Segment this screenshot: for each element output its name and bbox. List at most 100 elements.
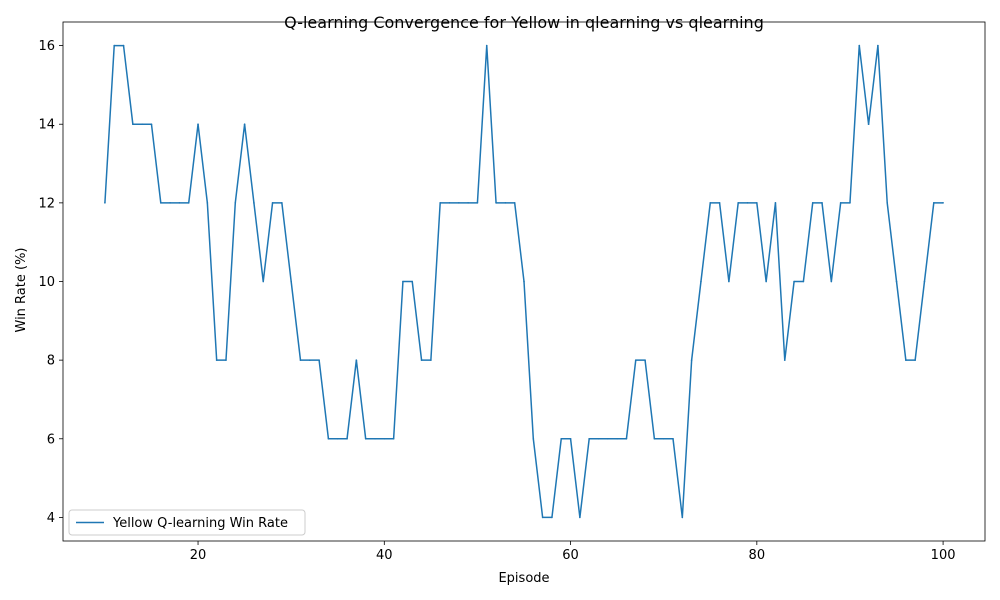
data-point: [430, 359, 432, 361]
legend-label: Yellow Q-learning Win Rate: [112, 516, 288, 531]
data-point: [942, 202, 944, 204]
data-point: [783, 359, 786, 361]
data-point: [458, 202, 460, 204]
data-point: [830, 280, 833, 283]
data-point: [839, 202, 842, 204]
data-point: [588, 437, 590, 440]
data-point: [159, 202, 162, 204]
data-point: [569, 437, 572, 440]
axes-frame: [62, 21, 986, 542]
data-point: [281, 202, 283, 204]
data-point: [467, 202, 469, 204]
data-point: [644, 359, 646, 361]
data-point: [150, 123, 153, 126]
data-point: [672, 437, 674, 440]
data-point: [234, 202, 237, 204]
data-point: [932, 202, 935, 204]
data-point: [886, 202, 889, 204]
data-point: [923, 280, 926, 283]
data-point: [607, 437, 609, 440]
data-point: [290, 280, 292, 283]
data-point: [914, 359, 916, 361]
data-point: [867, 123, 870, 126]
data-point: [579, 516, 581, 519]
data-point: [420, 359, 423, 361]
data-point: [476, 202, 479, 204]
data-point: [253, 202, 255, 204]
data-point: [681, 516, 684, 519]
data-point: [858, 44, 861, 47]
data-point: [411, 280, 414, 283]
x-tick-label: 40: [376, 548, 393, 563]
data-point: [448, 202, 451, 204]
data-point: [206, 202, 209, 204]
data-point: [895, 280, 898, 283]
data-point: [262, 280, 265, 283]
data-point: [187, 202, 190, 204]
data-point: [700, 280, 702, 283]
data-point: [402, 280, 404, 283]
y-tick-label: 14: [38, 118, 55, 133]
data-point: [821, 202, 823, 204]
legend-box: [68, 509, 306, 536]
data-point: [104, 202, 106, 204]
data-point: [197, 123, 199, 126]
data-point: [336, 437, 339, 440]
data-point: [746, 202, 749, 204]
data-point: [504, 202, 507, 204]
x-tick-label: 100: [931, 548, 956, 563]
plot-area: 20 40 60 80 100 4 6 8 10 12 14 16: [38, 21, 986, 563]
y-tick-label: 6: [47, 432, 55, 447]
data-point: [309, 359, 311, 361]
data-point: [132, 123, 134, 126]
data-point: [905, 359, 907, 361]
data-point: [625, 437, 628, 440]
data-point: [728, 280, 730, 283]
data-point: [271, 202, 274, 204]
chart-title: Q-learning Convergence for Yellow in qle…: [284, 13, 764, 32]
data-point: [392, 437, 395, 440]
data-point: [215, 359, 218, 361]
data-point: [141, 123, 143, 126]
data-point: [718, 202, 721, 204]
data-point: [169, 202, 171, 204]
y-axis-title: Win Rate (%): [14, 248, 29, 333]
data-point: [364, 437, 367, 440]
data-point: [513, 202, 516, 204]
data-point: [225, 359, 227, 361]
data-point: [765, 280, 767, 283]
y-tick-label: 4: [47, 511, 55, 526]
data-point: [355, 359, 358, 361]
data-point: [653, 437, 656, 440]
data-point: [616, 437, 618, 440]
data-point: [485, 44, 488, 47]
data-point: [495, 202, 497, 204]
y-tick-label: 8: [47, 354, 55, 369]
data-point: [709, 202, 712, 204]
data-point: [299, 359, 302, 361]
data-point: [383, 437, 386, 440]
data-point: [774, 202, 777, 204]
data-point: [737, 202, 739, 204]
data-point: [346, 437, 348, 440]
data-point: [662, 437, 665, 440]
data-point: [178, 202, 181, 204]
data-point: [532, 437, 535, 440]
data-point: [811, 202, 814, 204]
data-point: [122, 44, 125, 47]
y-tick-label: 12: [38, 196, 55, 211]
data-point: [849, 202, 851, 204]
x-tick-label: 60: [562, 548, 579, 563]
data-point: [243, 123, 246, 126]
y-tick-label: 16: [38, 39, 55, 54]
x-axis-title: Episode: [498, 571, 549, 586]
data-point: [551, 516, 553, 519]
data-point: [877, 44, 879, 47]
data-point: [523, 280, 525, 283]
data-point: [756, 202, 758, 204]
data-point: [560, 437, 563, 440]
data-point: [327, 437, 330, 440]
data-point: [318, 359, 320, 361]
